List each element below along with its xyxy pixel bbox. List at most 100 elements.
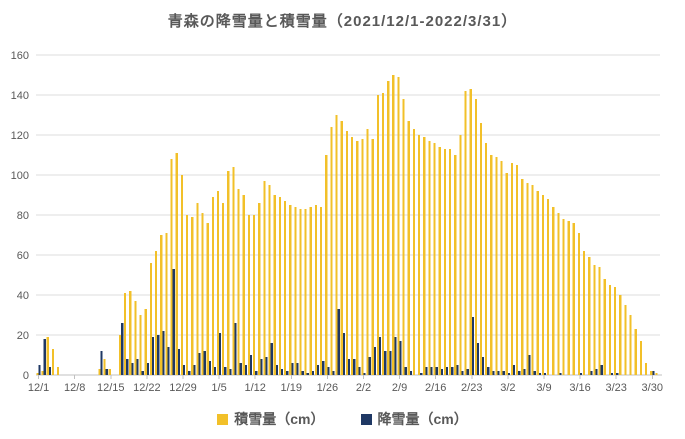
snowfall-bar — [471, 317, 474, 375]
depth-bar — [546, 199, 550, 375]
snowfall-bar — [461, 371, 464, 375]
depth-bar — [361, 139, 364, 375]
snowfall-bar — [543, 373, 547, 375]
snowfall-bar — [43, 339, 46, 375]
snowfall-bar — [368, 357, 371, 375]
snowfall-bar — [260, 359, 263, 375]
legend-item-snowfall: 降雪量（cm） — [360, 409, 468, 429]
snowfall-bar — [580, 373, 583, 375]
y-axis-tick-label: 80 — [17, 210, 29, 222]
depth-bar — [134, 301, 137, 375]
snowfall-bar — [182, 365, 186, 375]
snowfall-bar — [518, 371, 521, 375]
legend-label-depth: 積雪量（cm） — [234, 411, 325, 427]
snowfall-bar — [611, 373, 614, 375]
snowfall-bar — [291, 363, 294, 375]
depth-bar — [629, 315, 632, 375]
depth-bar — [129, 291, 132, 375]
depth-bar — [619, 295, 622, 375]
snowfall-bar — [425, 367, 428, 375]
depth-bar — [541, 195, 544, 375]
snowfall-bar — [317, 365, 320, 375]
y-axis-tick-label: 120 — [11, 130, 29, 142]
depth-bar — [567, 221, 570, 375]
depth-bar — [448, 149, 452, 375]
snowfall-bar — [146, 363, 150, 375]
depth-bar — [536, 191, 539, 375]
snowfall-bar — [255, 371, 258, 375]
depth-bar — [526, 183, 529, 375]
depth-bar — [588, 257, 591, 375]
depth-bar — [283, 201, 287, 375]
snowfall-bar — [373, 347, 376, 375]
snowfall-bar — [466, 369, 469, 375]
snowfall-bar — [451, 367, 454, 375]
snowfall-bar — [301, 371, 304, 375]
depth-bar — [139, 315, 142, 375]
depth-bar — [371, 139, 374, 375]
snowfall-bar — [404, 367, 407, 375]
depth-bar — [443, 149, 446, 375]
x-axis-tick-label: 3/30 — [642, 382, 663, 394]
depth-bar — [98, 369, 101, 375]
chart-title: 青森の降雪量と積雪量（2021/12/1-2022/3/31） — [167, 13, 518, 30]
depth-bar — [634, 329, 637, 375]
depth-bar — [603, 279, 606, 375]
snowfall-bar — [435, 367, 438, 375]
depth-bar — [376, 95, 379, 375]
plot-area: 0 20 40 60 80 100 120 140 160 12/1 12/8 12/15 12/22 1… — [11, 50, 663, 394]
snowfall-bar — [121, 323, 124, 375]
snowfall-bar — [559, 373, 562, 375]
depth-bar — [330, 127, 333, 375]
snowfall-bar — [528, 355, 531, 375]
snowfall-bar — [203, 351, 206, 375]
depth-bar — [479, 123, 483, 375]
depth-bar — [211, 197, 214, 375]
snowfall-bar — [652, 371, 655, 375]
depth-series-swatch-icon — [217, 413, 229, 425]
x-axis-tick-label: 3/16 — [569, 382, 590, 394]
snowfall-bar — [275, 365, 278, 375]
depth-bar — [247, 215, 251, 375]
snowfall-bar — [389, 351, 392, 375]
depth-bar — [155, 251, 158, 375]
depth-bar — [170, 159, 173, 375]
depth-bar — [144, 309, 147, 375]
depth-bar — [469, 89, 472, 375]
depth-bar — [381, 93, 385, 375]
snowfall-bar — [513, 365, 516, 375]
depth-bar — [505, 173, 508, 375]
depth-bar — [650, 371, 653, 375]
depth-bar — [516, 165, 519, 375]
depth-bar — [412, 129, 416, 375]
snowfall-bar — [358, 367, 361, 375]
snowfall-bar — [105, 369, 108, 375]
snowfall-bar — [327, 367, 330, 375]
snowfall-bar — [224, 367, 227, 375]
depth-bar — [531, 185, 534, 375]
depth-bar — [418, 135, 421, 375]
legend-label-snowfall: 降雪量（cm） — [377, 411, 468, 427]
snowfall-bar — [440, 369, 443, 375]
depth-bar — [149, 263, 153, 375]
snowfall-bar — [497, 371, 500, 375]
depth-bar — [428, 141, 431, 375]
depth-bar — [562, 219, 565, 375]
depth-bar — [263, 181, 266, 375]
depth-bar — [124, 293, 127, 375]
depth-bar — [253, 215, 256, 375]
depth-bar — [402, 99, 405, 375]
depth-bar — [438, 147, 441, 375]
depth-bar — [423, 137, 426, 375]
depth-bar — [294, 207, 297, 375]
snowfall-bar — [420, 373, 423, 375]
snowfall-bar — [363, 373, 366, 375]
depth-bar — [51, 349, 55, 375]
depth-bar — [160, 235, 163, 375]
depth-bar — [227, 171, 230, 375]
depth-bar — [454, 155, 457, 375]
snowfall-bar — [141, 371, 144, 375]
depth-bar — [572, 223, 575, 375]
depth-bar — [433, 143, 436, 375]
snowfall-bar — [188, 371, 191, 375]
